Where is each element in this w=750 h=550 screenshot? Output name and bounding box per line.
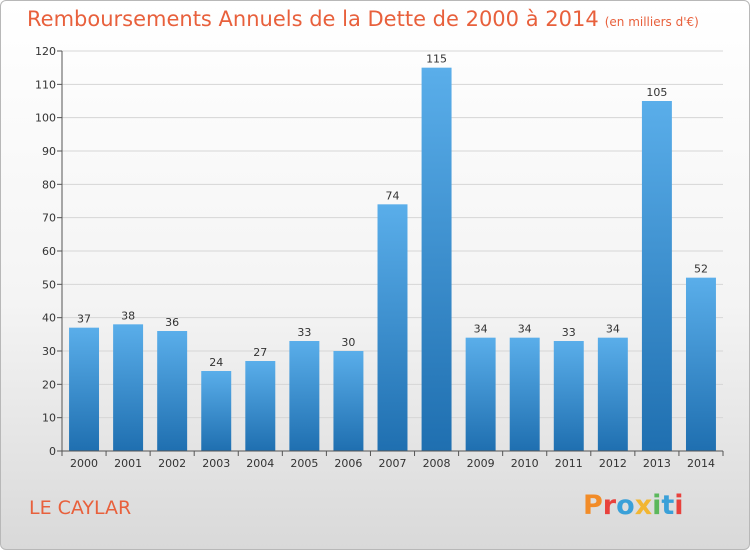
bar-2008 (421, 67, 452, 452)
x-tick-label: 2012 (599, 457, 627, 470)
y-tick-label: 60 (42, 245, 56, 258)
y-tick-label: 70 (42, 212, 56, 225)
bar-2013 (641, 101, 672, 451)
x-tick-label: 2001 (114, 457, 142, 470)
city-label: LE CAYLAR (29, 497, 132, 519)
data-label-2007: 74 (386, 189, 400, 202)
chart-subtitle: (en milliers d'€) (604, 15, 699, 29)
y-tick-label: 30 (42, 345, 56, 358)
y-tick-label: 80 (42, 178, 56, 191)
data-label-2012: 34 (606, 323, 620, 336)
data-label-2005: 33 (297, 326, 311, 339)
bar-2014 (685, 277, 716, 451)
x-tick-label: 2005 (290, 457, 318, 470)
x-tick-label: 2002 (158, 457, 186, 470)
x-tick-label: 2000 (70, 457, 98, 470)
x-tick-label: 2006 (334, 457, 362, 470)
bar-2003 (201, 371, 232, 451)
bar-2005 (289, 341, 320, 451)
bar-2011 (553, 341, 584, 451)
data-label-2006: 30 (341, 336, 355, 349)
y-tick-label: 110 (35, 78, 56, 91)
x-tick-label: 2013 (643, 457, 671, 470)
proxiti-logo: Proxiti (583, 490, 684, 521)
y-tick-label: 100 (35, 112, 56, 125)
bar-2004 (245, 361, 276, 451)
y-tick-label: 10 (42, 412, 56, 425)
x-tick-label: 2008 (423, 457, 451, 470)
x-tick-label: 2011 (555, 457, 583, 470)
chart-title: Remboursements Annuels de la Dette de 20… (27, 7, 699, 31)
y-tick-label: 20 (42, 378, 56, 391)
data-label-2014: 52 (694, 263, 708, 276)
y-tick-label: 0 (49, 445, 56, 458)
bar-2002 (157, 331, 188, 451)
data-label-2011: 33 (562, 326, 576, 339)
bar-2010 (509, 337, 540, 451)
data-label-2008: 115 (426, 53, 447, 66)
data-label-2002: 36 (165, 316, 179, 329)
data-label-2001: 38 (121, 309, 135, 322)
y-tick-label: 120 (35, 45, 56, 58)
x-tick-label: 2004 (246, 457, 274, 470)
bar-2007 (377, 204, 408, 451)
x-tick-label: 2003 (202, 457, 230, 470)
x-tick-label: 2009 (467, 457, 495, 470)
bar-2009 (465, 337, 496, 451)
y-tick-label: 50 (42, 278, 56, 291)
x-tick-label: 2010 (511, 457, 539, 470)
data-label-2004: 27 (253, 346, 267, 359)
bar-2001 (113, 324, 144, 451)
bar-2012 (597, 337, 628, 451)
data-label-2003: 24 (209, 356, 223, 369)
y-tick-label: 90 (42, 145, 56, 158)
x-tick-label: 2007 (379, 457, 407, 470)
bar-2006 (333, 351, 364, 451)
bar-2000 (69, 327, 100, 451)
data-label-2009: 34 (474, 323, 488, 336)
data-label-2000: 37 (77, 313, 91, 326)
x-tick-label: 2014 (687, 457, 715, 470)
data-label-2013: 105 (646, 86, 667, 99)
y-tick-label: 40 (42, 312, 56, 325)
data-label-2010: 34 (518, 323, 532, 336)
